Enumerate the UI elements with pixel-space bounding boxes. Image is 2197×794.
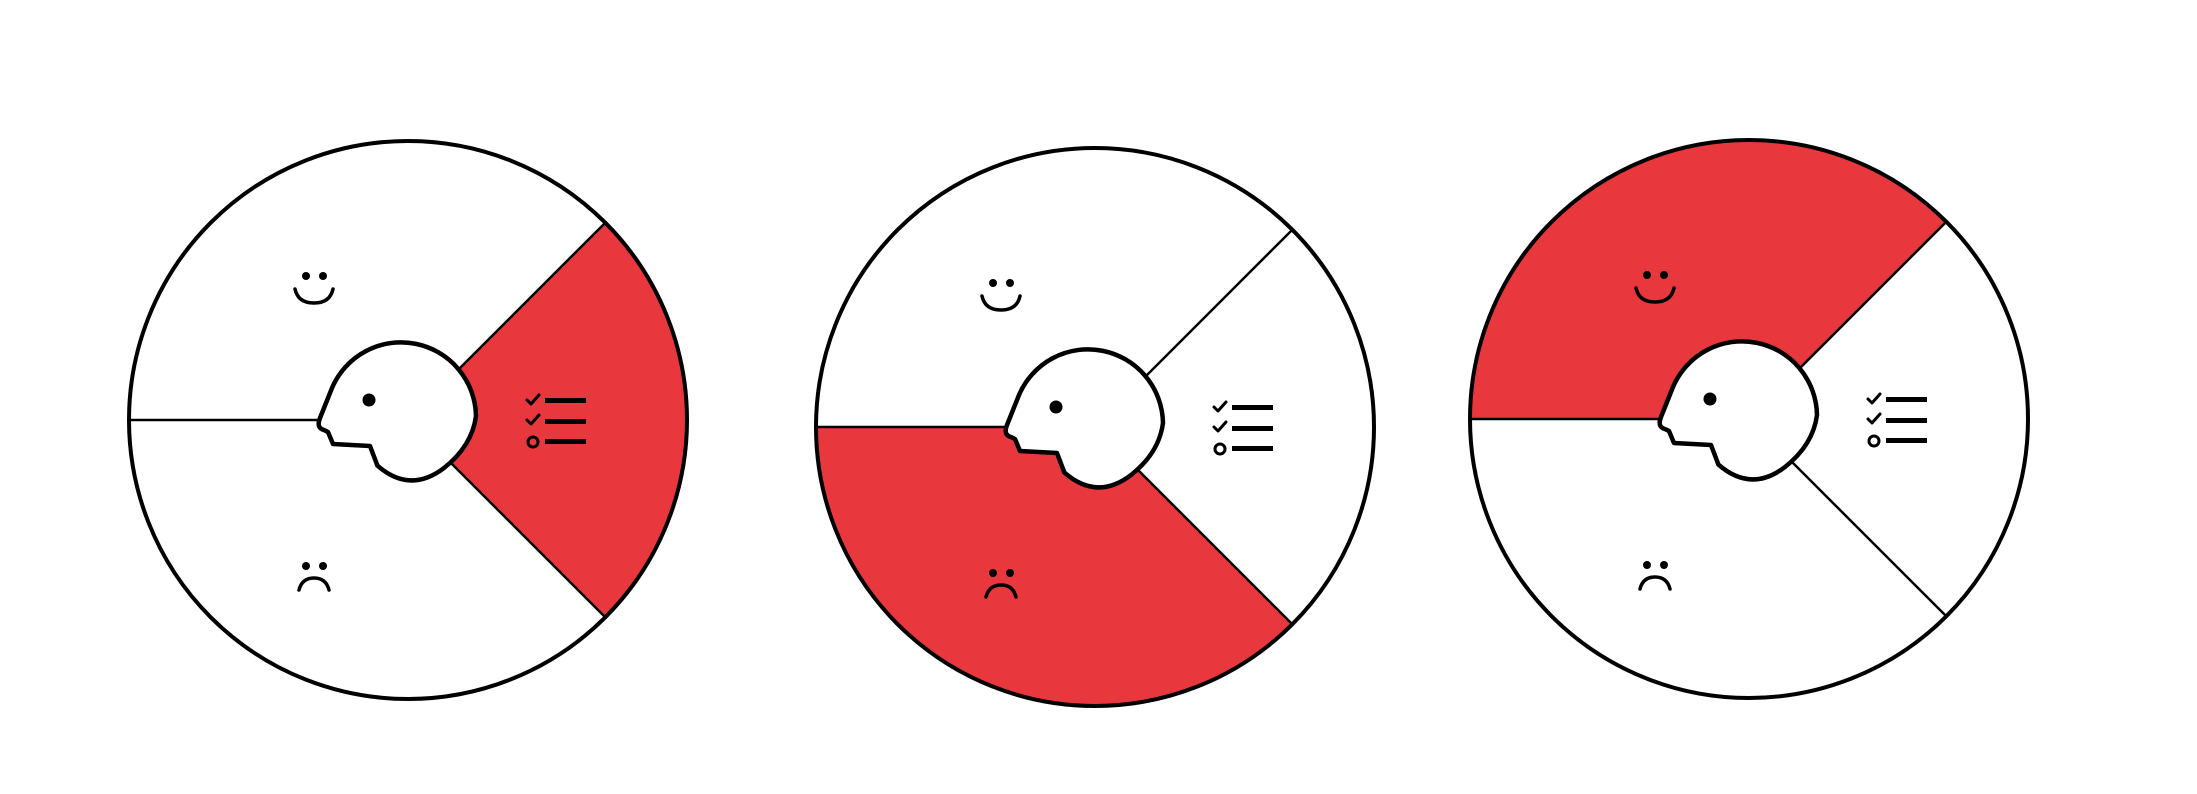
happy-face-icon [1634, 271, 1676, 304]
sad-face-icon [297, 562, 331, 592]
wheel-2 [814, 146, 1376, 708]
wheel-1 [127, 139, 689, 701]
wheel-outline [127, 139, 689, 701]
wheel-outline [1468, 138, 2030, 700]
checklist-icon [1212, 400, 1273, 456]
checklist-icon [1866, 392, 1927, 448]
speaking-head-icon [1657, 339, 1820, 482]
checklist-icon [525, 393, 586, 449]
wheel-outline [814, 146, 1376, 708]
happy-face-icon [293, 272, 335, 305]
highlighted-segment [816, 427, 1293, 707]
speaking-head-icon [1003, 347, 1166, 490]
highlighted-segment [1470, 139, 1947, 419]
sad-face-icon [1638, 561, 1672, 591]
sad-face-icon [984, 569, 1018, 599]
wheel-3 [1468, 138, 2030, 700]
happy-face-icon [980, 279, 1022, 312]
speaking-head-icon [316, 340, 479, 483]
